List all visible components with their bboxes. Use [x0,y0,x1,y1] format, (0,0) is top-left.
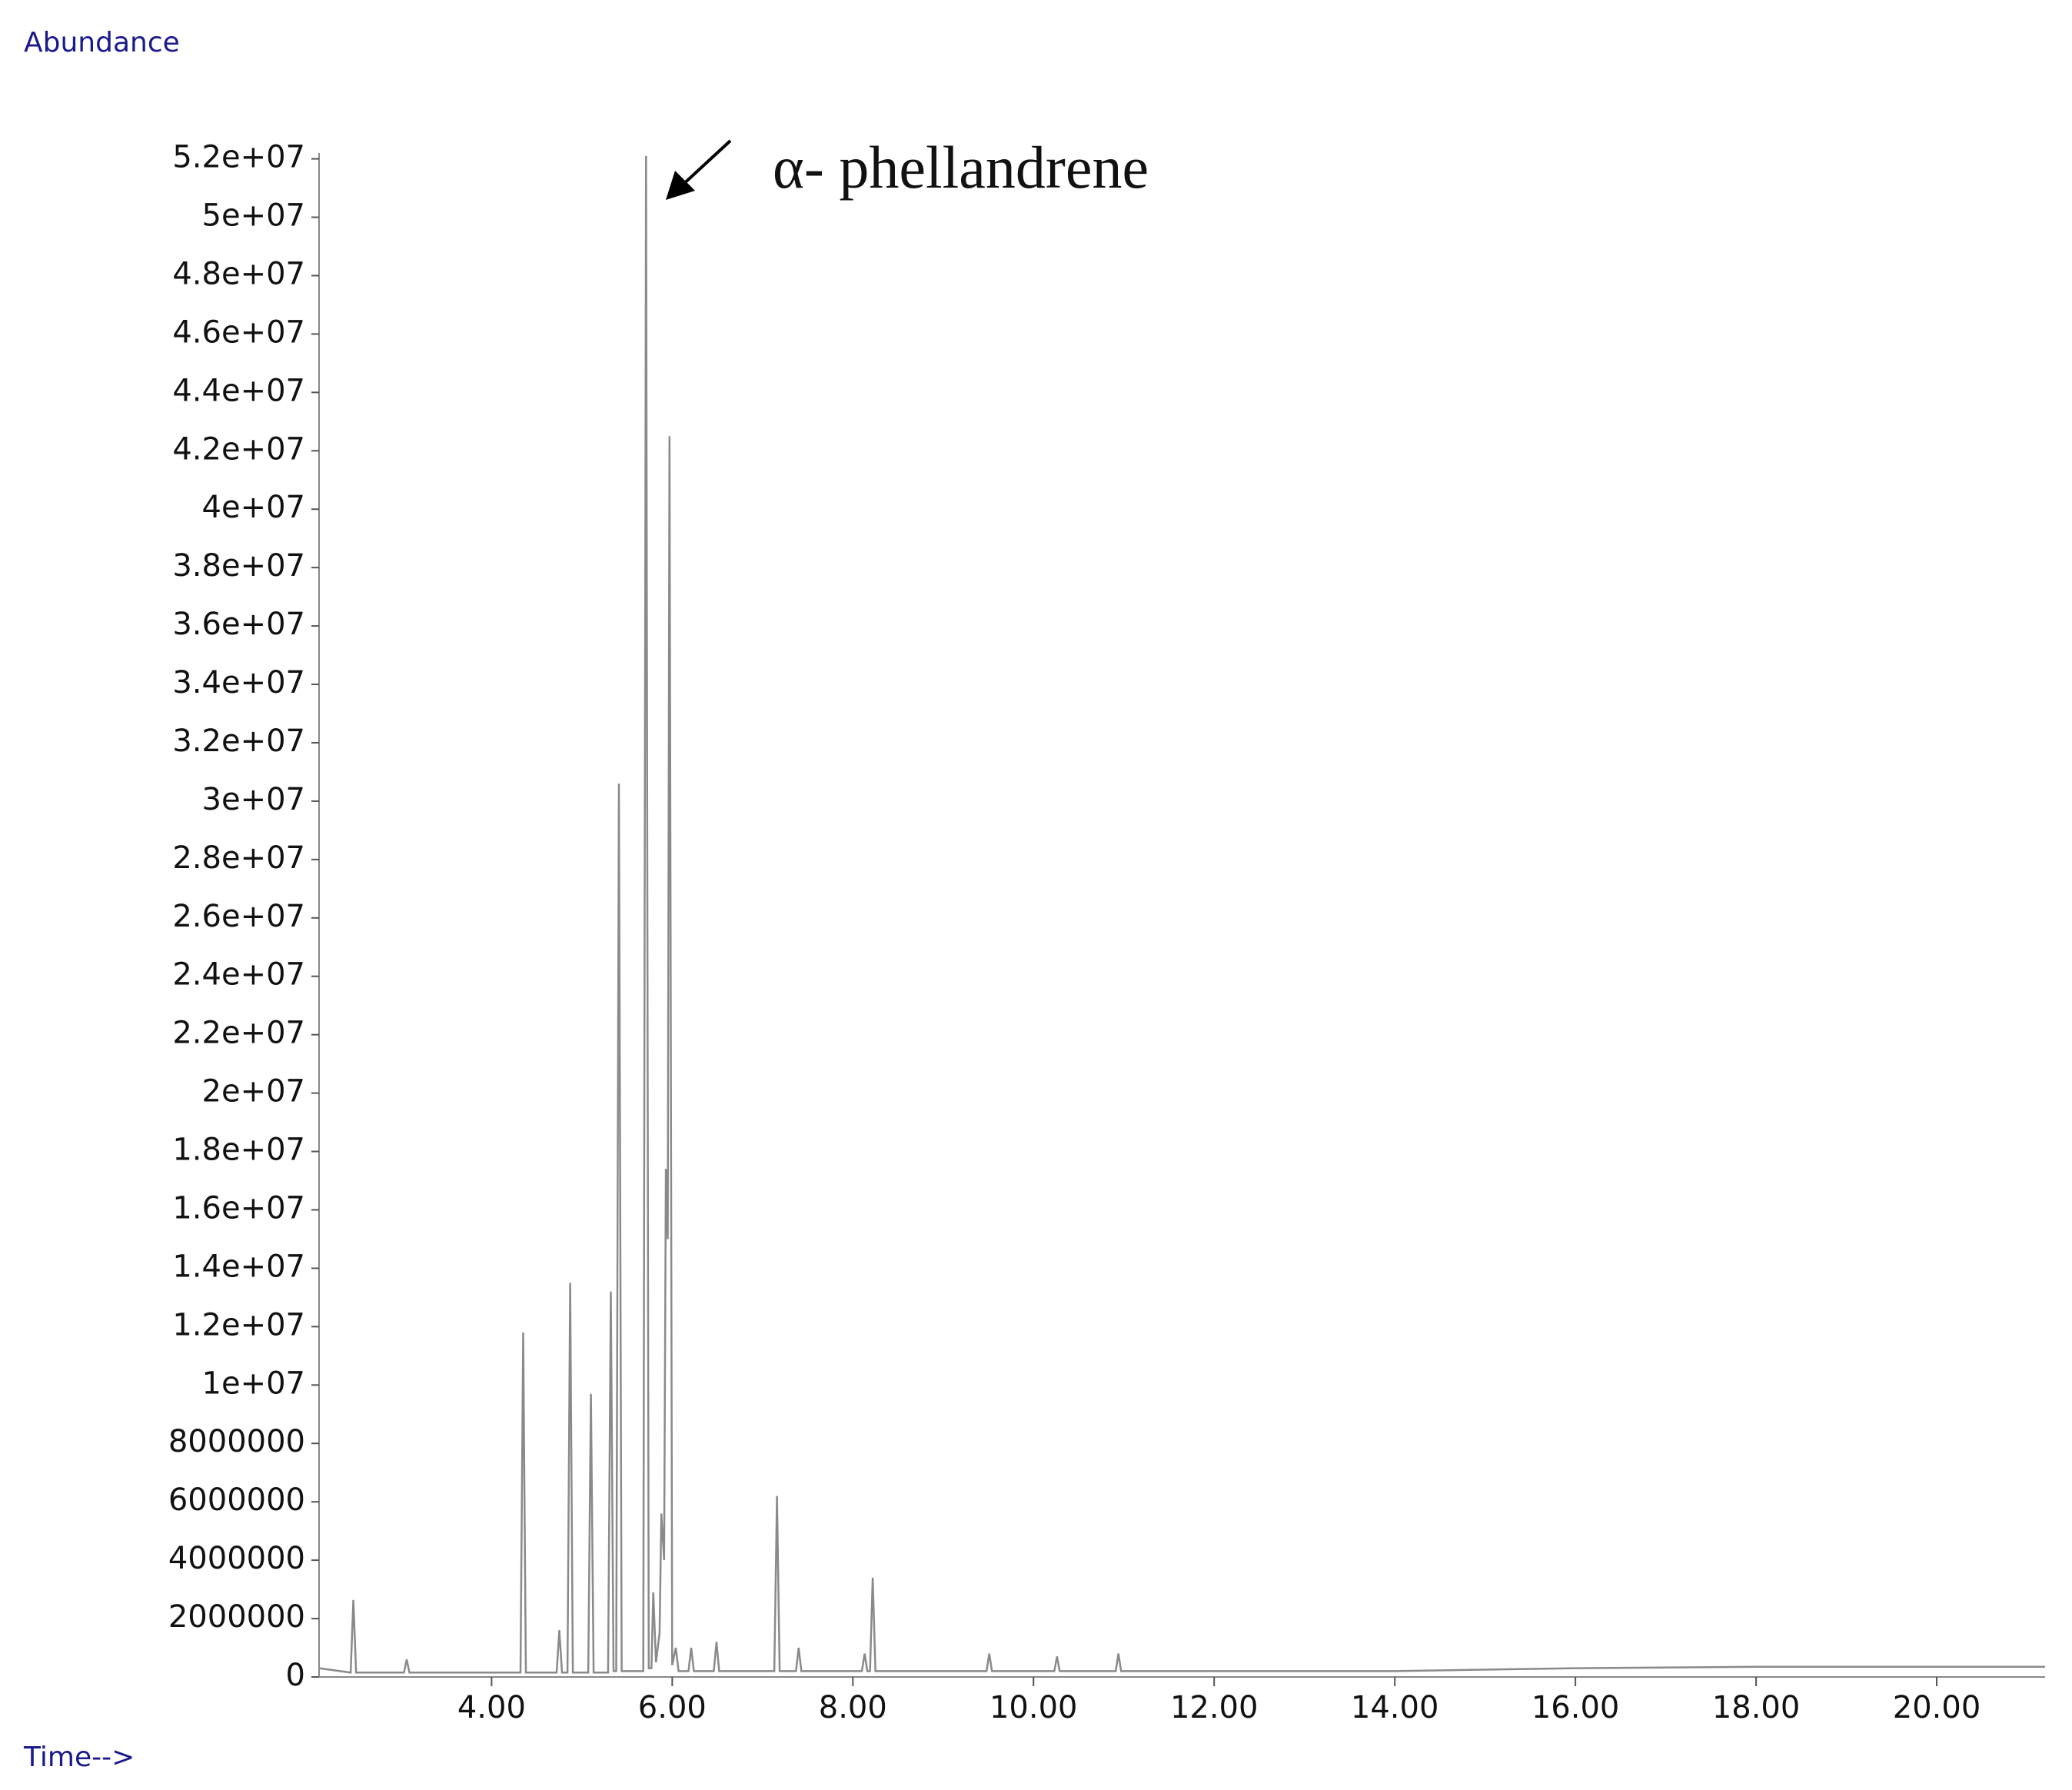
x-tick-label: 8.00 [819,1690,887,1725]
y-tick-label: 5e+07 [202,198,305,234]
trace-line [318,155,2045,1674]
y-tick-label: 4.2e+07 [172,431,305,467]
y-tick-label: 0 [286,1658,305,1693]
y-tick-label: 4.8e+07 [172,256,305,291]
x-tick-label: 4.00 [457,1690,526,1725]
y-tick-label: 3e+07 [202,782,305,817]
y-tick-label: 8000000 [168,1424,305,1459]
y-tick-label: 3.2e+07 [172,724,305,759]
y-tick-label: 1.4e+07 [172,1249,305,1284]
y-tick-label: 1e+07 [202,1366,305,1401]
y-tick-label: 4.6e+07 [172,314,305,350]
y-tick-label: 6000000 [168,1482,305,1518]
y-tick-label: 2.6e+07 [172,899,305,934]
annotation-arrowhead [666,171,695,200]
annotation: α- phellandrene [773,134,1149,201]
y-tick-label: 3.4e+07 [172,665,305,700]
annotation-arrow [679,139,732,188]
y-tick-label: 3.6e+07 [172,607,305,642]
y-tick-label: 2000000 [168,1599,305,1635]
x-tick-label: 10.00 [989,1690,1078,1725]
x-tick-label: 16.00 [1532,1690,1620,1725]
y-tick-label: 5.2e+07 [172,140,305,175]
x-tick-label: 6.00 [638,1690,707,1725]
y-tick-label: 2e+07 [202,1074,305,1110]
y-tick-label: 4.4e+07 [172,373,305,408]
y-axis-title: Abundance [24,27,180,58]
x-tick-label: 20.00 [1893,1690,1981,1725]
x-tick-label: 18.00 [1712,1690,1801,1725]
y-tick-label: 2.2e+07 [172,1016,305,1051]
y-tick-label: 1.8e+07 [172,1133,305,1168]
y-tick-label: 1.6e+07 [172,1190,305,1226]
x-tick-label: 12.00 [1170,1690,1259,1725]
y-tick-label: 2.8e+07 [172,840,305,876]
y-tick-label: 2.4e+07 [172,957,305,993]
x-tick-label: 14.00 [1351,1690,1439,1725]
y-tick-label: 4e+07 [202,490,305,525]
y-tick-label: 1.2e+07 [172,1307,305,1342]
y-tick-label: 4000000 [168,1541,305,1576]
y-tick-label: 3.8e+07 [172,548,305,584]
x-axis-title: Time--> [23,1742,135,1773]
